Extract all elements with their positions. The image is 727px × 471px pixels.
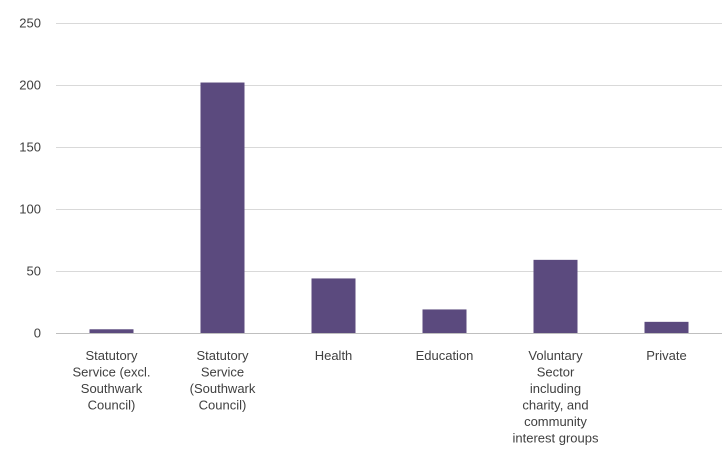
x-category-label: Voluntary Sector including charity, and comm… — [513, 348, 599, 446]
y-tick-label: 50 — [27, 264, 41, 279]
bar — [422, 309, 467, 333]
x-category-label-line: Private — [646, 348, 686, 363]
x-category-label-line: Service (excl. — [72, 365, 150, 380]
x-category-label-line: (Southwark — [190, 381, 256, 396]
x-category-label-line: interest groups — [513, 431, 599, 446]
y-tick-label: 250 — [19, 16, 41, 31]
bar — [200, 82, 245, 334]
bar — [311, 278, 356, 333]
x-category-label-line: Statutory — [196, 348, 249, 363]
x-category-label: Private — [646, 348, 686, 363]
y-axis-ticks: 0 50 100 150 200 250 — [19, 16, 41, 341]
y-tick-label: 0 — [34, 326, 41, 341]
x-category-label: Health — [315, 348, 353, 363]
y-tick-label: 200 — [19, 78, 41, 93]
x-category-label: Statutory Service (excl. Southwark Council) — [72, 348, 150, 413]
x-category-label-line: Southwark — [81, 381, 143, 396]
bar — [89, 329, 134, 333]
x-axis-categories: Statutory Service (excl. Southwark Council)… — [72, 348, 686, 446]
y-tick-label: 100 — [19, 202, 41, 217]
bar — [644, 321, 689, 333]
x-category-label-line: Voluntary — [528, 348, 583, 363]
x-category-label-line: Service — [201, 365, 244, 380]
x-category-label-line: Council) — [88, 398, 136, 413]
x-category-label-line: Council) — [199, 398, 247, 413]
x-category-label-line: Education — [416, 348, 474, 363]
x-category-label-line: Sector — [537, 365, 575, 380]
plot-area — [56, 23, 722, 333]
bar — [533, 259, 578, 333]
x-category-label: Statutory Service (Southwark Council) — [190, 348, 256, 413]
bars — [89, 82, 689, 334]
x-category-label-line: including — [530, 381, 581, 396]
x-category-label-line: Health — [315, 348, 353, 363]
x-category-label: Education — [416, 348, 474, 363]
x-category-label-line: charity, and — [522, 398, 588, 413]
gridlines — [56, 23, 722, 334]
x-category-label-line: Statutory — [85, 348, 138, 363]
y-tick-label: 150 — [19, 140, 41, 155]
x-category-label-line: community — [524, 414, 587, 429]
